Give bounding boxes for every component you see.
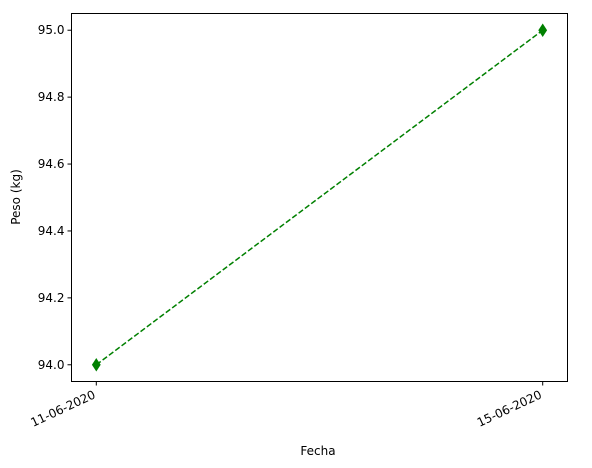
series-line [95, 29, 544, 366]
y-tick-label: 94.6 [38, 157, 65, 171]
data-point-marker [538, 23, 548, 37]
y-axis-ticks: 94.0 94.2 94.4 94.6 94.8 95.0 [38, 23, 72, 372]
data-point-marker [91, 358, 101, 372]
y-tick-label: 94.4 [38, 224, 65, 238]
x-tick-label: 15-06-2020 [475, 388, 544, 430]
x-axis-ticks: 11-06-2020 15-06-2020 [28, 381, 544, 430]
x-axis-label: Fecha [300, 444, 335, 458]
axes-frame [71, 13, 568, 382]
y-tick-label: 94.0 [38, 358, 65, 372]
x-tick-label: 11-06-2020 [28, 388, 97, 430]
y-tick-label: 94.8 [38, 90, 65, 104]
y-tick-label: 95.0 [38, 23, 65, 37]
y-axis-label: Peso (kg) [9, 169, 23, 225]
y-tick-label: 94.2 [38, 291, 65, 305]
series-layer [91, 23, 548, 372]
